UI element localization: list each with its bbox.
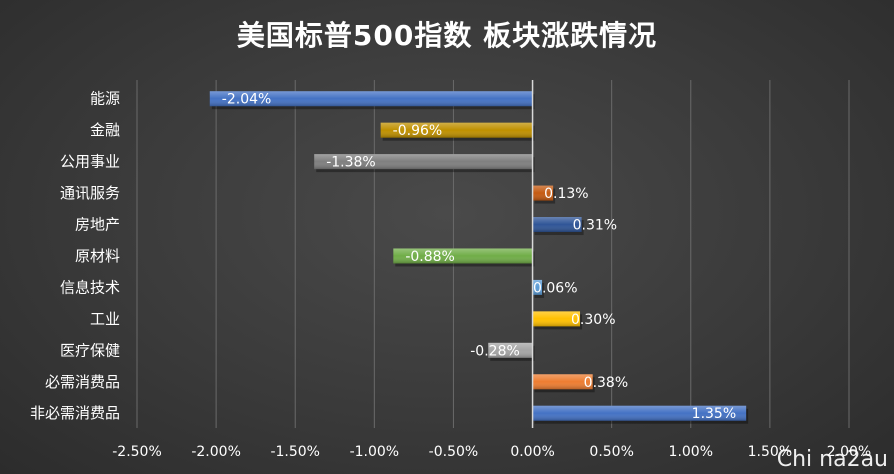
x-tick-label: -0.50% xyxy=(429,444,479,460)
x-tick-label: 0.50% xyxy=(589,444,633,460)
x-tick-label: 1.50% xyxy=(748,444,792,460)
data-label: -0.88% xyxy=(405,249,455,265)
data-label: 0.06% xyxy=(533,280,577,296)
data-label: 0.13% xyxy=(544,186,588,202)
data-label: -0.96% xyxy=(393,123,443,139)
x-tick-label: 0.00% xyxy=(510,444,554,460)
data-label: -2.04% xyxy=(222,92,272,108)
x-tick-label: -2.50% xyxy=(112,444,162,460)
data-label: 0.38% xyxy=(584,375,628,391)
category-label: 原材料 xyxy=(75,247,120,265)
bar-sheen xyxy=(393,248,533,264)
data-label: -0.28% xyxy=(470,343,520,359)
category-label: 房地产 xyxy=(75,216,120,234)
category-label: 通讯服务 xyxy=(60,184,120,202)
bar-sheen xyxy=(209,91,533,107)
bar-sheen xyxy=(532,311,581,327)
data-label: -1.38% xyxy=(326,155,376,171)
category-label: 医疗保健 xyxy=(60,341,120,359)
bar-sheen xyxy=(532,185,554,201)
bar-sheen xyxy=(532,405,747,421)
bar-sheen xyxy=(532,279,543,295)
watermark: Chi na2au xyxy=(776,447,888,472)
category-label: 工业 xyxy=(90,310,120,328)
category-label: 必需消费品 xyxy=(45,373,120,391)
x-tick-label: -2.00% xyxy=(191,444,241,460)
data-label: 1.35% xyxy=(692,406,736,422)
bar-sheen xyxy=(532,217,582,233)
x-tick-label: -1.00% xyxy=(350,444,400,460)
category-label: 能源 xyxy=(90,90,120,108)
bar-sheen xyxy=(488,342,533,358)
bar-sheen xyxy=(314,154,533,170)
data-label: 0.31% xyxy=(573,218,617,234)
chart-title: 美国标普500指数 板块涨跌情况 xyxy=(236,19,658,52)
bar-sheen xyxy=(380,122,533,138)
data-label: 0.30% xyxy=(571,312,615,328)
bar-sheen xyxy=(532,374,593,390)
category-label: 公用事业 xyxy=(60,153,120,171)
x-tick-label: 2.00% xyxy=(827,444,871,460)
x-tick-label: 1.00% xyxy=(669,444,713,460)
category-label: 信息技术 xyxy=(60,278,120,296)
category-label: 金融 xyxy=(90,121,120,139)
x-tick-label: -1.50% xyxy=(270,444,320,460)
category-label: 非必需消费品 xyxy=(30,404,120,422)
